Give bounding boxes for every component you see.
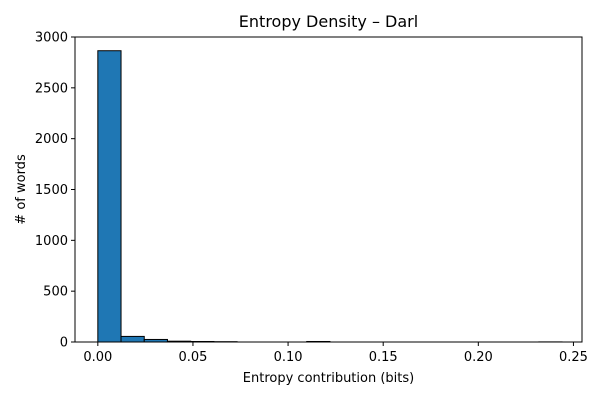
histogram-bar bbox=[120, 335, 145, 343]
x-tick-label: 0.20 bbox=[464, 350, 493, 365]
x-tick-label: 0.00 bbox=[83, 350, 112, 365]
x-tick-label: 0.10 bbox=[274, 350, 303, 365]
y-tick-label: 500 bbox=[43, 285, 68, 300]
chart-title: Entropy Density – Darl bbox=[239, 12, 418, 31]
y-tick-label: 2000 bbox=[35, 132, 68, 147]
x-tick-label: 0.25 bbox=[559, 350, 588, 365]
y-tick-label: 1500 bbox=[35, 183, 68, 198]
y-axis-ticks: 0 500 1000 1500 2000 2500 3000 bbox=[35, 31, 75, 351]
y-tick-label: 1000 bbox=[35, 234, 68, 249]
y-tick-label: 3000 bbox=[35, 31, 68, 46]
x-axis-ticks: 0.00 0.05 0.10 0.15 0.20 0.25 bbox=[83, 342, 588, 365]
x-axis-title: Entropy contribution (bits) bbox=[243, 371, 414, 386]
y-tick-label: 0 bbox=[60, 336, 68, 351]
y-tick-label: 2500 bbox=[35, 81, 68, 96]
histogram-bar bbox=[97, 50, 122, 343]
x-tick-label: 0.15 bbox=[369, 350, 398, 365]
y-axis-title: # of words bbox=[14, 154, 29, 225]
x-tick-label: 0.05 bbox=[178, 350, 207, 365]
